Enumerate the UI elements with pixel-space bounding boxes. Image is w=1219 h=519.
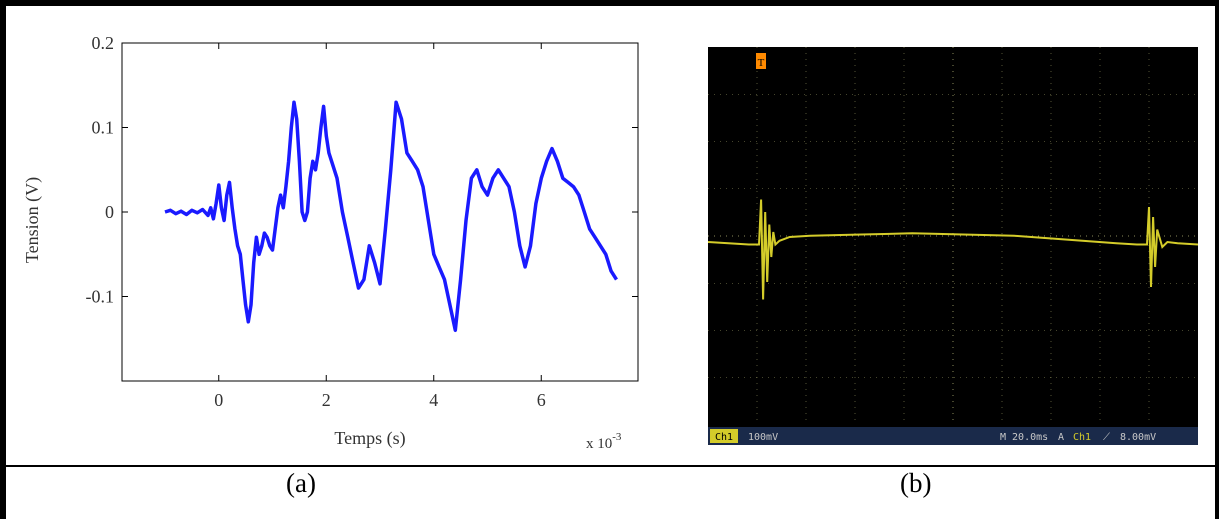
scope-trace-ch1	[708, 199, 1198, 300]
panel-b-caption: (b)	[900, 468, 932, 498]
y-tick-label: 0	[105, 202, 114, 222]
trigger-label: A	[1058, 432, 1064, 443]
svg-text:T: T	[758, 57, 765, 69]
x-tick-label: 4	[429, 390, 438, 410]
channel-indicator	[710, 429, 738, 443]
plot-a-ylabel: Tension (V)	[22, 177, 43, 263]
panel-a-chart: 0 2 4 6 -0.1 0 0.1 0.2 Temps (s) Tension (V) x …	[22, 33, 639, 452]
scope-status-bar: Ch1 100mV M 20.0ms A Ch1 ⟋ 8.00mV	[708, 427, 1198, 445]
x-tick-label: 0	[214, 390, 223, 410]
timebase: M 20.0ms	[1000, 432, 1048, 443]
panel-a-caption: (a)	[286, 468, 316, 498]
vertical-scale: 100mV	[748, 432, 778, 443]
scope-screen	[708, 47, 1198, 445]
series-line-voltage	[164, 100, 618, 333]
x-tick-label: 6	[537, 390, 546, 410]
trigger-level: 8.00mV	[1120, 432, 1156, 443]
panel-b-scope: T Ch1 100mV M 20.0ms A Ch1 ⟋ 8.00mV	[708, 47, 1198, 445]
y-tick-label: -0.1	[86, 287, 115, 307]
trigger-channel: Ch1	[1073, 432, 1091, 443]
channel-label: Ch1	[715, 432, 733, 443]
trigger-slope-icon: ⟋	[1103, 432, 1110, 443]
y-tick-label: 0.2	[92, 33, 115, 53]
x-tick-label: 2	[322, 390, 331, 410]
plot-a-xlabel: Temps (s)	[334, 428, 405, 449]
trigger-position-marker: T	[756, 53, 766, 69]
plot-a-x-multiplier: x 10-3	[586, 431, 622, 452]
y-tick-label: 0.1	[92, 118, 115, 138]
figure-bottom-rule	[0, 465, 1219, 467]
